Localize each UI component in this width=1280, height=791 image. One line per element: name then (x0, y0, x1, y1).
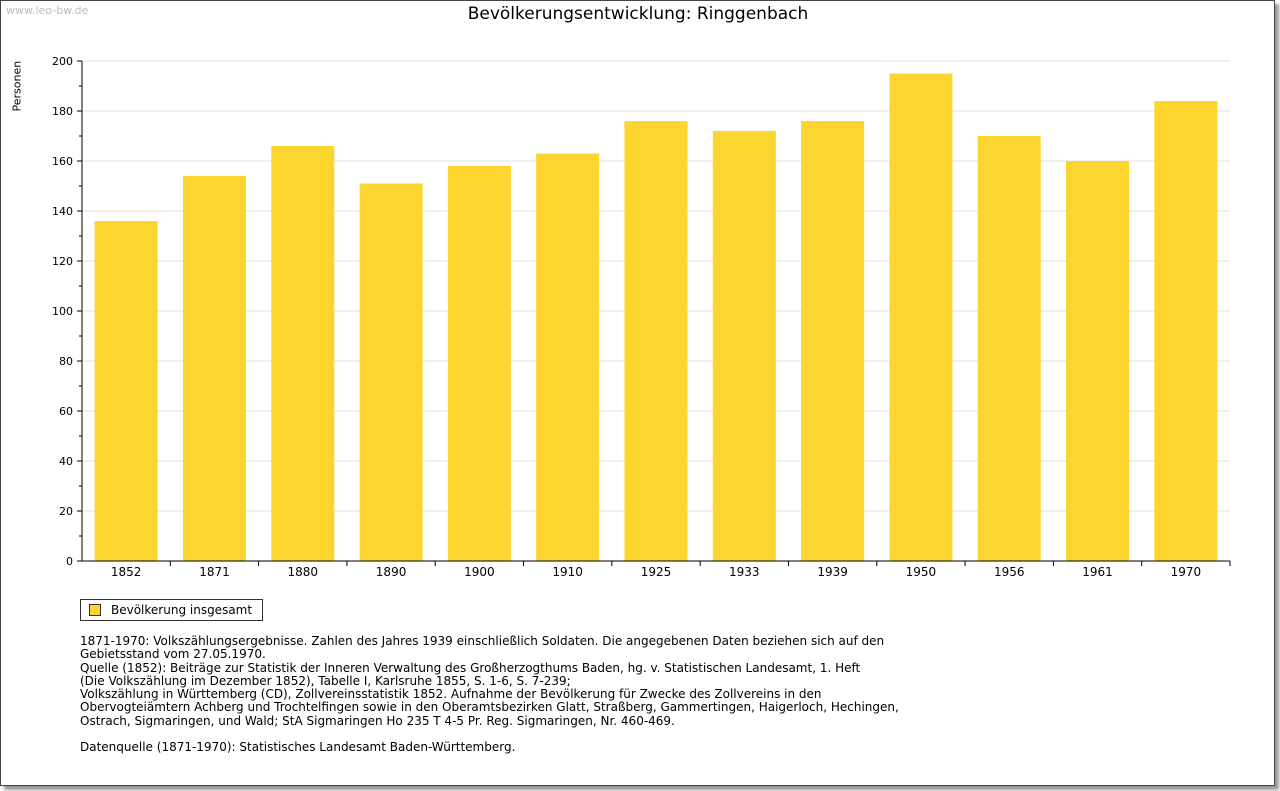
y-tick-label: 140 (52, 205, 73, 218)
note-line: (Die Volkszählung im Dezember 1852), Tab… (80, 673, 571, 688)
x-tick-label: 1900 (464, 565, 495, 579)
x-tick-label: 1852 (111, 565, 142, 579)
x-tick-label: 1956 (994, 565, 1025, 579)
note-line: Gebietsstand vom 27.05.1970. (80, 647, 266, 662)
watermark: www.leo-bw.de (6, 4, 89, 17)
bar-1933 (712, 131, 776, 561)
x-tick-label: 1880 (287, 565, 318, 579)
legend-swatch (89, 604, 101, 616)
note-line: Ostrach, Sigmaringen, und Wald; StA Sigm… (80, 713, 675, 728)
x-tick-label: 1890 (376, 565, 407, 579)
bar-1956 (977, 136, 1041, 561)
note-line: Obervogteiämtern Achberg und Trochtelfin… (80, 700, 899, 715)
x-tick-label: 1939 (817, 565, 848, 579)
x-tick-label: 1950 (906, 565, 937, 579)
x-tick-label: 1970 (1171, 565, 1202, 579)
bar-1925 (624, 121, 688, 561)
notes: 1871-1970: Volkszählungsergebnisse. Zahl… (80, 634, 899, 728)
bar-1910 (536, 153, 600, 561)
bar-1890 (359, 183, 423, 561)
y-tick-label: 0 (66, 555, 73, 568)
bar-1950 (889, 73, 953, 561)
note-line: Quelle (1852): Beiträge zur Statistik de… (80, 660, 861, 675)
x-tick-label: 1961 (1082, 565, 1113, 579)
x-tick-label: 1933 (729, 565, 760, 579)
bar-1939 (801, 121, 865, 561)
bar-1900 (447, 166, 511, 561)
bar-1961 (1066, 161, 1130, 561)
bar-1852 (94, 221, 158, 561)
y-tick-label: 200 (52, 55, 73, 68)
legend: Bevölkerung insgesamt (80, 599, 264, 621)
bar-1871 (182, 176, 246, 561)
y-tick-label: 120 (52, 255, 73, 268)
x-tick-label: 1925 (641, 565, 672, 579)
y-tick-label: 100 (52, 305, 73, 318)
bar-1880 (271, 146, 335, 561)
x-tick-label: 1910 (552, 565, 583, 579)
y-tick-label: 180 (52, 105, 73, 118)
x-tick-label: 1871 (199, 565, 230, 579)
bar-1970 (1154, 101, 1218, 561)
chart-title: Bevölkerungsentwicklung: Ringgenbach (467, 4, 809, 24)
note-line: 1871-1970: Volkszählungsergebnisse. Zahl… (80, 634, 885, 648)
bar-chart: 0 20 40 60 80 100 120 140 160 180 200 1852 1871 1880 1… (52, 55, 1231, 579)
y-tick-label: 40 (59, 455, 73, 468)
y-tick-label: 60 (59, 405, 73, 418)
data-source: Datenquelle (1871-1970): Statistisches L… (80, 740, 516, 754)
y-tick-label: 80 (59, 355, 73, 368)
y-tick-label: 20 (59, 505, 73, 518)
y-tick-label: 160 (52, 155, 73, 168)
note-line: Volkszählung in Württemberg (CD), Zollve… (80, 687, 822, 702)
legend-label: Bevölkerung insgesamt (111, 603, 253, 617)
